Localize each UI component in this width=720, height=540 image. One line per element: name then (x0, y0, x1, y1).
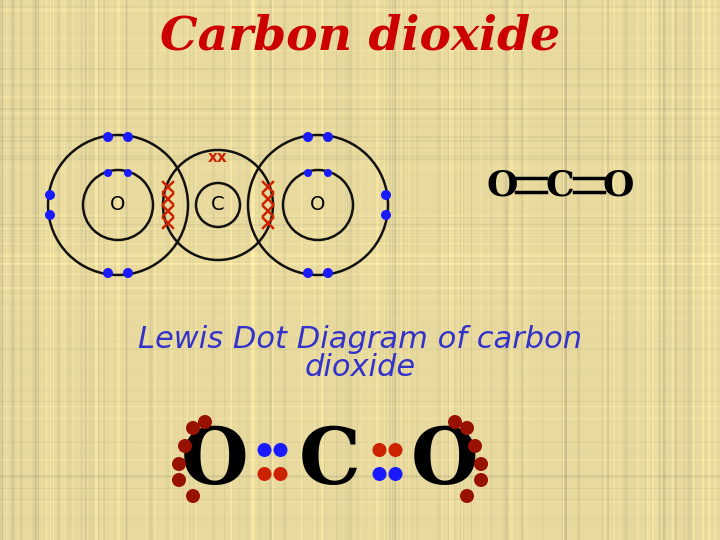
Circle shape (303, 132, 313, 142)
Circle shape (381, 190, 391, 200)
Circle shape (323, 132, 333, 142)
Text: O: O (411, 424, 479, 500)
Circle shape (172, 457, 186, 471)
Text: xx: xx (208, 151, 228, 165)
Circle shape (460, 421, 474, 435)
Text: O: O (110, 195, 126, 214)
Circle shape (474, 457, 488, 471)
Text: O: O (603, 168, 634, 202)
Text: Lewis Dot Diagram of carbon: Lewis Dot Diagram of carbon (138, 326, 582, 354)
Circle shape (372, 467, 387, 481)
Circle shape (103, 132, 113, 142)
Circle shape (389, 467, 402, 481)
Circle shape (381, 210, 391, 220)
Circle shape (304, 169, 312, 177)
Circle shape (186, 421, 200, 435)
Text: Carbon dioxide: Carbon dioxide (160, 13, 560, 59)
Circle shape (258, 467, 271, 481)
Circle shape (186, 489, 200, 503)
Circle shape (274, 467, 287, 481)
Circle shape (323, 268, 333, 278)
Circle shape (178, 439, 192, 453)
Circle shape (103, 268, 113, 278)
Text: C: C (211, 195, 225, 214)
Circle shape (123, 268, 133, 278)
Circle shape (198, 415, 212, 429)
Text: O: O (181, 424, 249, 500)
Circle shape (474, 473, 488, 487)
Circle shape (258, 443, 271, 457)
Circle shape (468, 439, 482, 453)
Circle shape (123, 132, 133, 142)
Circle shape (45, 210, 55, 220)
Circle shape (389, 443, 402, 457)
Circle shape (448, 415, 462, 429)
Text: C: C (546, 168, 575, 202)
Text: C: C (299, 424, 361, 500)
Text: dioxide: dioxide (305, 354, 415, 382)
Circle shape (124, 169, 132, 177)
Text: O: O (310, 195, 325, 214)
Circle shape (172, 473, 186, 487)
Circle shape (324, 169, 332, 177)
Circle shape (460, 489, 474, 503)
Text: O: O (486, 168, 518, 202)
Circle shape (372, 443, 387, 457)
Circle shape (274, 443, 287, 457)
Circle shape (45, 190, 55, 200)
Circle shape (104, 169, 112, 177)
Circle shape (303, 268, 313, 278)
